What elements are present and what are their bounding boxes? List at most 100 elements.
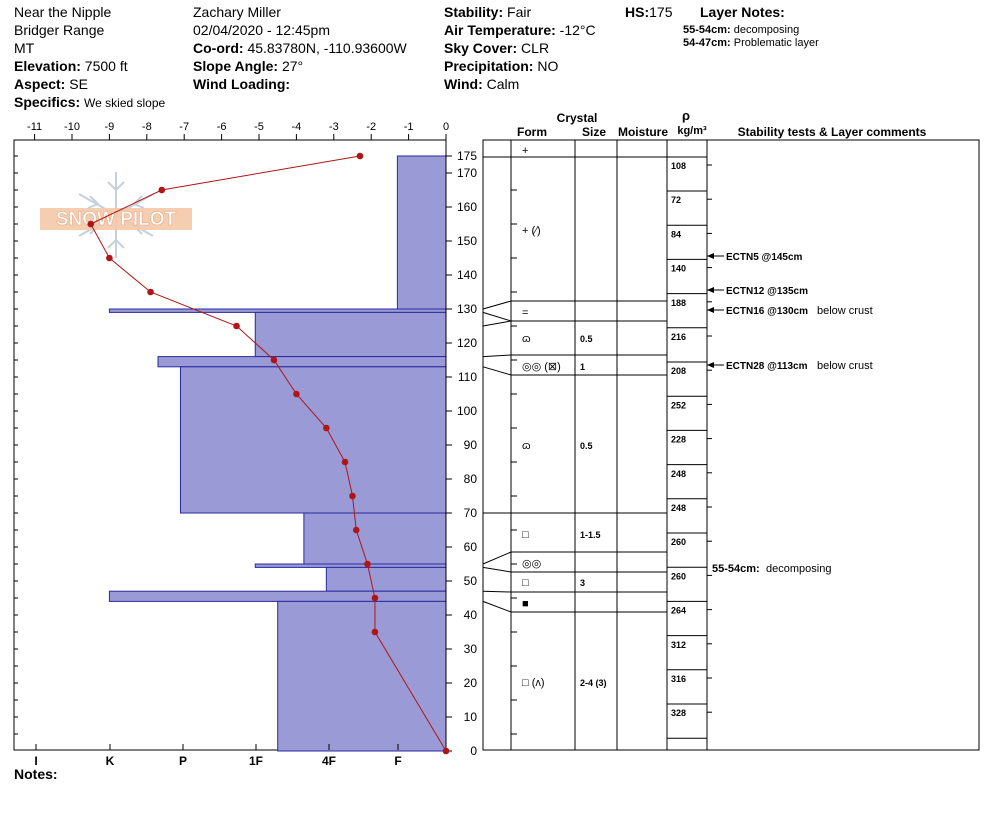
temp-point-0 [356,152,364,160]
density-value-3: 140 [671,264,686,274]
temp-tick-label-10: -1 [404,121,414,133]
elevation-row: Elevation: 7500 ft [14,58,128,74]
slope-label: Slope Angle: [193,58,279,74]
wind-row: Wind: Calm [444,76,519,92]
density-value-9: 248 [671,469,686,479]
temp-point-12 [364,560,371,568]
slope-value: 27° [281,58,304,74]
height-tick-label-1: 10 [464,710,478,724]
observation-datetime: 02/04/2020 - 12:45pm [193,22,330,38]
layer-boundary-8 [482,566,667,573]
density-value-7: 252 [671,400,686,410]
coord-row: Co-ord: 45.83780N, -110.93600W [193,40,407,56]
layer-note-1-text: decomposing [733,24,800,36]
layer-form-6: □ [522,529,529,541]
temp-tick-label-5: -6 [217,121,227,133]
layer-form-9: ■ [522,598,529,610]
snowpilot-logo: SNOW PILOT [40,172,192,258]
stability-value: Fair [507,4,532,20]
size-header: Size [582,125,606,139]
height-tick-label-3: 30 [464,642,478,656]
layer-boundary-1 [482,300,667,310]
stability-arrow-head-0 [707,253,714,259]
height-tick-label-4: 40 [464,608,478,622]
sky-value: CLR [521,40,550,56]
precip-row: Precipitation: NO [444,58,558,74]
height-tick-label-0: 0 [470,744,477,758]
temp-point-8 [323,424,330,432]
stability-test-comment-3: below crust [817,360,873,372]
temp-point-2 [87,220,94,228]
precip-label: Precipitation: [444,58,534,74]
hardness-bar-1 [108,308,447,313]
layer-comment-range-0: 55-54cm: [712,563,760,575]
stability-test-label-3: ECTN28 @113cm [726,361,808,372]
height-tick-label-9: 90 [464,438,478,452]
layer-size-3: 0.5 [580,334,593,344]
sky-row: Sky Cover: CLR [444,40,549,56]
density-value-14: 312 [671,640,686,650]
notes-label: Notes: [14,766,58,782]
height-tick-label-11: 110 [458,370,477,384]
hardness-tick-label-4: 4F [322,754,336,768]
stability-test-label-0: ECTN5 @145cm [726,252,803,263]
layer-form-10: □ (ʌ) [522,677,545,689]
stability-test-label-2: ECTN16 @130cm [726,306,808,317]
layer-boundary-5 [482,366,667,376]
rho-header: ρ [682,108,690,123]
density-value-10: 248 [671,503,686,513]
moisture-header: Moisture [618,125,668,139]
layer-note-2-text: Problematic layer [733,37,819,49]
hardness-bar-3 [157,356,447,368]
height-tick-label-10: 100 [457,404,477,418]
stability-label: Stability: [444,4,504,20]
height-tick-label-16: 160 [457,200,477,214]
hardness-tick-label-1: K [106,754,115,768]
hardness-bar-6 [254,563,447,568]
range-name: Bridger Range [14,22,105,38]
layer-size-5: 0.5 [580,441,593,451]
density-value-12: 260 [671,571,686,581]
aspect-row: Aspect: SE [14,76,88,92]
specifics-value: We skied slope [84,96,166,110]
temp-tick-label-7: -4 [292,121,302,133]
hardness-bar-7 [325,566,447,592]
comments-header: Stability tests & Layer comments [738,125,927,139]
hs-label: HS: [625,4,650,20]
hardness-bar-8 [108,590,447,602]
hs-value: 175 [649,4,673,20]
hardness-bar-0 [396,155,447,310]
stability-arrow-head-3 [707,362,714,368]
temp-point-13 [371,594,379,602]
layer-boundary-9 [482,590,667,593]
density-unit-header: kg/m³ [677,125,707,137]
density-value-16: 328 [671,708,686,718]
height-tick-label-17: 170 [457,166,477,180]
coord-label: Co-ord: [193,40,244,56]
height-tick-label-13: 130 [457,302,477,316]
temp-point-7 [293,390,300,398]
layer-note-2-range: 54-47cm: [683,37,731,49]
height-tick-label-14: 140 [457,268,477,282]
density-value-1: 72 [671,195,681,205]
hardness-tick-label-0: I [34,754,37,768]
temperature-axis: -11 -10 -9 -8 -7 -6 -5 -4 -3 -2 -1 0 [14,121,449,141]
stability-arrow-head-1 [707,287,714,293]
density-cells: 108 72 84 140 188 216 208 252 228 248 248 260 260 264… [511,161,712,739]
elevation-value: 7500 ft [84,58,128,74]
density-value-8: 228 [671,435,686,445]
specifics-label: Specifics: [14,94,81,110]
snowpilot-logo-text: SNOW PILOT [56,209,177,230]
layer-form-7: ◎◎ [522,558,541,570]
stability-row: Stability: Fair [444,4,531,20]
specifics-row: Specifics: We skied slope [14,94,165,110]
hardness-bar-4 [179,366,447,514]
layer-boundary-3 [482,320,667,327]
temp-tick-label-2: -9 [105,121,115,133]
crystal-header: Crystal [557,111,598,125]
hardness-bar-9 [277,600,447,752]
stability-arrow-head-2 [707,307,714,313]
layer-boundary-4 [482,354,667,358]
layer-note-2: 54-47cm: Problematic layer [683,37,819,49]
